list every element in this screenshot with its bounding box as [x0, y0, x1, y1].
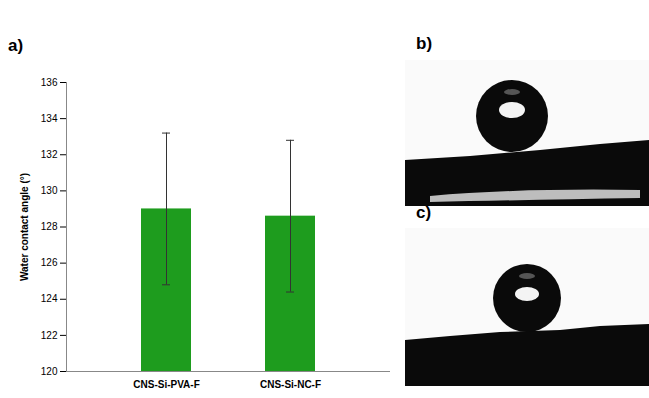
html-text:b): b)	[416, 34, 432, 53]
svg-text:122: 122	[41, 330, 58, 341]
svg-text:120: 120	[41, 366, 58, 377]
svg-text:132: 132	[41, 149, 58, 160]
svg-text:CNS-Si-NC-F: CNS-Si-NC-F	[260, 379, 321, 390]
html-text:c): c)	[416, 203, 432, 222]
svg-text:134: 134	[41, 113, 58, 124]
svg-text:136: 136	[41, 77, 58, 88]
svg-text:Water contact angle (°): Water contact angle (°)	[19, 173, 30, 281]
svg-text:128: 128	[41, 221, 58, 232]
svg-text:130: 130	[41, 185, 58, 196]
svg-text:126: 126	[41, 257, 58, 268]
svg-text:124: 124	[41, 293, 58, 304]
html-text:a): a)	[8, 36, 24, 55]
svg-text:CNS-Si-PVA-F: CNS-Si-PVA-F	[133, 379, 199, 390]
